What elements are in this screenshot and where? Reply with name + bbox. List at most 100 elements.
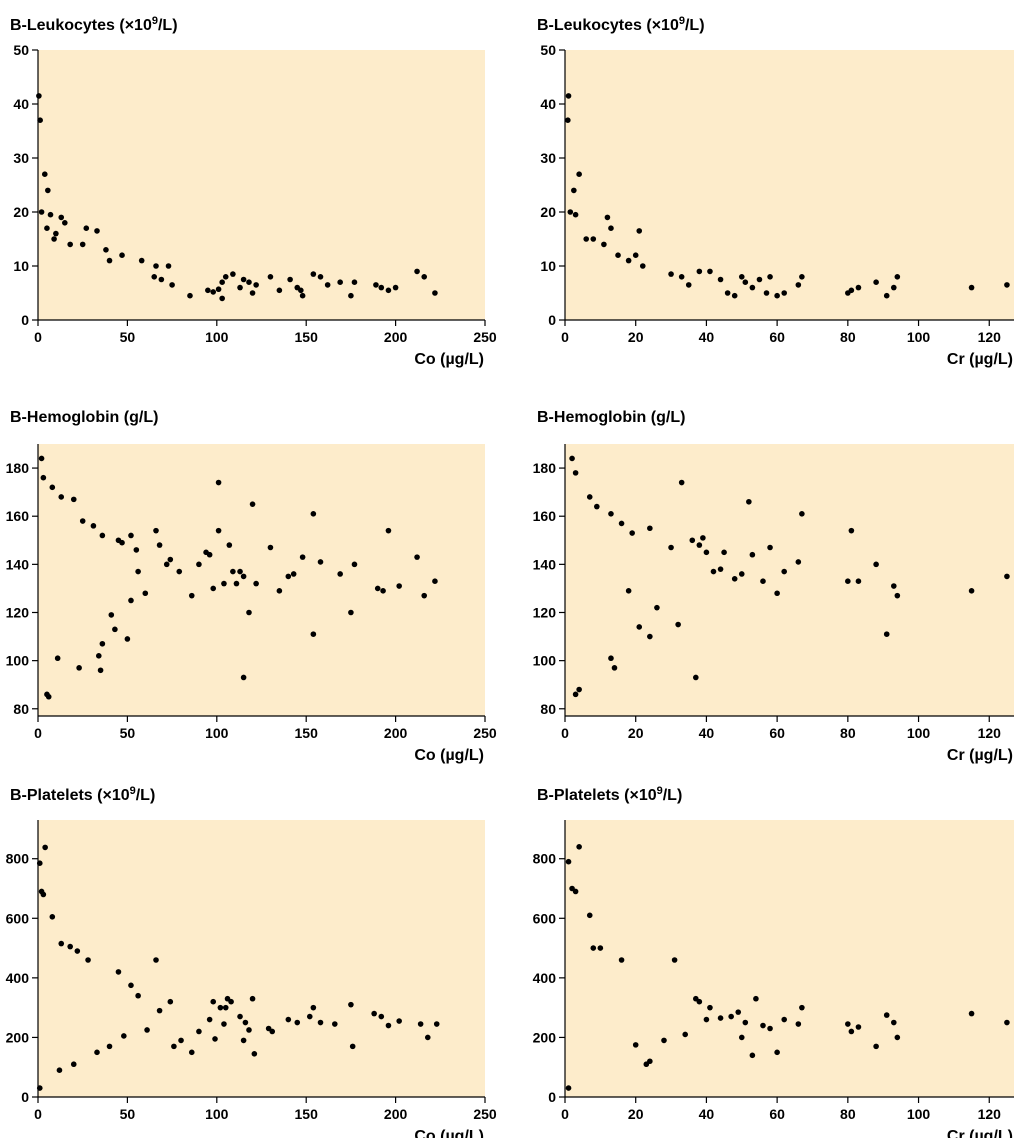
data-point — [267, 544, 274, 551]
data-point — [299, 292, 306, 299]
data-point — [639, 263, 646, 269]
data-point — [700, 535, 706, 541]
data-point — [221, 1021, 227, 1027]
data-point — [217, 1004, 224, 1011]
chart-panel: B-Leukocytes (×109/L) Co (µg/L) 0 10 20 30 40 5… — [10, 15, 497, 368]
data-point — [108, 612, 115, 618]
y-tick-label: 140 — [533, 556, 557, 572]
y-axis-label: B-Hemoglobin (g/L) — [10, 409, 158, 426]
data-point — [212, 1036, 218, 1042]
data-point — [717, 1015, 724, 1021]
y-tick-label: 120 — [533, 604, 557, 620]
x-tick-label: 50 — [120, 1106, 136, 1122]
data-point — [44, 225, 50, 231]
y-tick-label: 30 — [13, 150, 29, 166]
data-point — [767, 544, 773, 551]
y-tick-label: 600 — [533, 910, 557, 926]
data-point — [115, 969, 122, 975]
data-point — [432, 578, 438, 585]
data-point — [349, 1043, 356, 1050]
x-tick-label: 120 — [978, 725, 1002, 741]
data-point — [58, 940, 65, 947]
data-point — [373, 282, 379, 288]
data-point — [94, 228, 100, 234]
data-point — [728, 1013, 734, 1020]
y-tick-label: 10 — [13, 258, 29, 274]
data-point — [608, 225, 614, 231]
chart-panel: B-Hemoglobin (g/L) Cr (µg/L) 80 100 120 140 16… — [533, 409, 1014, 764]
data-point — [210, 585, 217, 592]
data-point — [79, 241, 86, 248]
x-tick-label: 60 — [769, 725, 785, 741]
data-point — [176, 568, 183, 575]
data-point — [285, 1016, 292, 1023]
x-tick-label: 0 — [561, 725, 569, 741]
data-point — [629, 530, 635, 536]
data-point — [380, 588, 386, 594]
data-point — [38, 455, 45, 462]
data-point — [196, 1028, 202, 1035]
data-point — [276, 588, 283, 594]
x-axis-label: Co (µg/L) — [414, 351, 484, 368]
data-point — [569, 455, 575, 462]
data-point — [742, 279, 749, 286]
data-point — [351, 279, 358, 286]
y-tick-label: 140 — [6, 556, 30, 572]
chart-panel: B-Platelets (×109/L) Co (µg/L) 0 200 400 600 8… — [6, 785, 497, 1138]
y-axis-label-main: B-Hemoglobin (g/L) — [10, 409, 158, 426]
data-point — [40, 474, 47, 481]
data-point — [58, 214, 65, 221]
data-point — [378, 1013, 385, 1020]
data-point — [738, 1034, 745, 1041]
data-point — [70, 1061, 77, 1068]
plot-area — [38, 50, 485, 320]
x-tick-label: 100 — [907, 725, 931, 741]
data-point — [158, 276, 165, 283]
data-point — [294, 1019, 301, 1026]
y-axis-label-main: B-Platelets (×10 — [10, 787, 130, 804]
data-point — [246, 279, 252, 286]
data-point — [306, 1013, 313, 1020]
data-point — [636, 228, 643, 234]
y-tick-label: 160 — [533, 508, 557, 524]
x-tick-label: 150 — [295, 329, 319, 345]
data-point — [251, 1051, 258, 1057]
data-point — [396, 583, 402, 589]
data-point — [276, 287, 283, 294]
y-tick-label: 600 — [6, 910, 30, 926]
x-tick-label: 150 — [295, 725, 319, 741]
y-axis-label-main: B-Platelets (×10 — [537, 787, 657, 804]
x-tick-label: 120 — [978, 329, 1002, 345]
x-tick-label: 20 — [628, 725, 644, 741]
x-tick-label: 80 — [840, 329, 856, 345]
data-point — [848, 527, 855, 534]
data-point — [689, 537, 696, 544]
data-point — [45, 187, 51, 194]
data-point — [156, 1007, 163, 1014]
y-tick-label: 80 — [13, 701, 29, 717]
x-tick-label: 100 — [205, 725, 229, 741]
data-point — [253, 580, 259, 587]
data-point — [128, 982, 134, 989]
data-point — [269, 1028, 276, 1035]
data-point — [795, 1021, 802, 1027]
data-point — [774, 1049, 780, 1056]
data-point — [668, 544, 674, 551]
data-point — [696, 268, 703, 275]
data-point — [721, 549, 727, 556]
data-point — [187, 292, 193, 299]
data-point — [717, 566, 724, 572]
data-point — [707, 268, 713, 275]
data-point — [253, 282, 259, 288]
y-tick-label: 160 — [6, 508, 30, 524]
data-point — [774, 590, 780, 597]
data-point — [249, 995, 256, 1002]
data-point — [205, 287, 211, 294]
data-point — [240, 674, 247, 681]
y-tick-label: 40 — [13, 96, 29, 112]
y-tick-label: 10 — [540, 258, 556, 274]
data-point — [565, 858, 572, 865]
data-point — [392, 284, 399, 291]
x-axis-label: Cr (µg/L) — [947, 1128, 1013, 1138]
data-point — [678, 479, 685, 486]
